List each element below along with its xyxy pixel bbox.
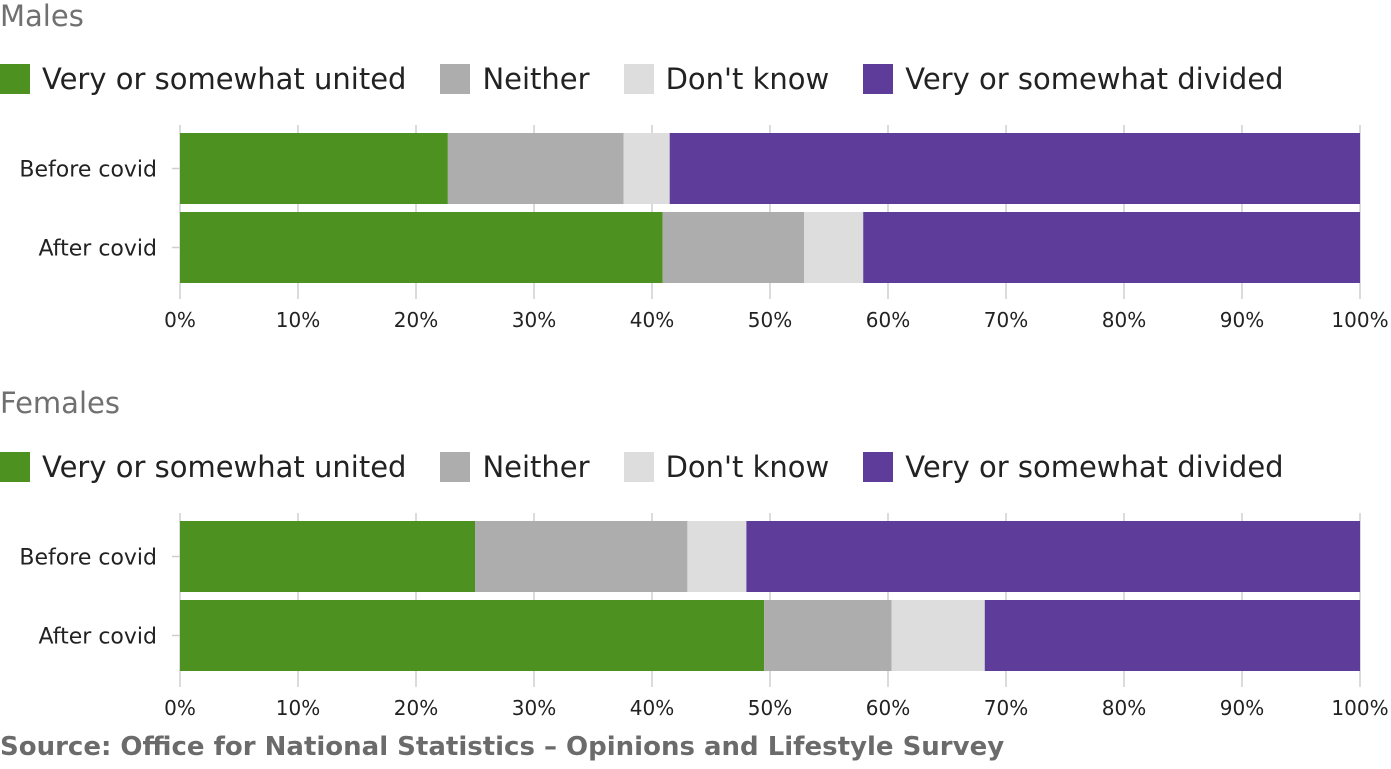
category-label-before-covid: Before covid — [19, 158, 157, 183]
bar-very-or-somewhat-divided-after-covid — [984, 600, 1360, 671]
x-tick-label: 70% — [984, 308, 1028, 332]
legend-label-united: Very or somewhat united — [42, 62, 407, 96]
category-label-before-covid: Before covid — [19, 546, 157, 571]
bar-neither-before-covid — [447, 133, 624, 204]
bar-very-or-somewhat-divided-before-covid — [669, 133, 1360, 204]
x-tick-label: 60% — [866, 696, 910, 720]
legend-swatch-divided — [863, 452, 894, 482]
x-tick-label: 10% — [276, 308, 320, 332]
bar-very-or-somewhat-divided-after-covid — [863, 212, 1360, 283]
x-tick-label: 0% — [164, 696, 196, 720]
x-tick-label: 90% — [1220, 696, 1264, 720]
females-chart: 0% 10% 20% 30% 40% 50% 60% 70% 80% 90% 100% Before … — [19, 513, 1389, 720]
x-tick-label: 50% — [748, 308, 792, 332]
legend-label-divided: Very or somewhat divided — [905, 62, 1284, 96]
legend-item-dont-know: Don't know — [623, 450, 830, 484]
category-label-after-covid: After covid — [39, 625, 157, 650]
females-legend: Very or somewhat united Neither Don't kn… — [0, 450, 1318, 484]
bar-very-or-somewhat-united-before-covid — [180, 521, 475, 592]
bar-don-t-know-before-covid — [687, 521, 747, 592]
x-tick-label: 10% — [276, 696, 320, 720]
x-tick-label: 70% — [984, 696, 1028, 720]
legend-swatch-united — [0, 64, 30, 94]
males-legend: Very or somewhat united Neither Don't kn… — [0, 62, 1318, 96]
x-tick-label: 0% — [164, 308, 196, 332]
legend-swatch-united — [0, 452, 30, 482]
x-tick-label: 40% — [630, 308, 674, 332]
legend-item-divided: Very or somewhat divided — [863, 62, 1284, 96]
x-tick-label: 30% — [512, 696, 556, 720]
legend-label-neither: Neither — [482, 450, 590, 484]
x-tick-label: 20% — [394, 308, 438, 332]
x-tick-label: 100% — [1331, 696, 1388, 720]
x-tick-label: 20% — [394, 696, 438, 720]
bar-very-or-somewhat-divided-before-covid — [746, 521, 1360, 592]
legend-label-dont-know: Don't know — [665, 62, 830, 96]
bar-don-t-know-before-covid — [623, 133, 670, 204]
x-tick-label: 90% — [1220, 308, 1264, 332]
legend-swatch-dont-know — [623, 64, 654, 94]
bar-very-or-somewhat-united-before-covid — [180, 133, 448, 204]
bar-neither-after-covid — [662, 212, 805, 283]
legend-label-neither: Neither — [482, 62, 590, 96]
legend-swatch-dont-know — [623, 452, 654, 482]
x-tick-label: 30% — [512, 308, 556, 332]
legend-item-neither: Neither — [440, 62, 590, 96]
x-tick-label: 50% — [748, 696, 792, 720]
legend-item-divided: Very or somewhat divided — [863, 450, 1284, 484]
x-tick-label: 80% — [1102, 308, 1146, 332]
bar-neither-after-covid — [764, 600, 892, 671]
source-note: Source: Office for National Statistics –… — [0, 732, 1005, 762]
males-chart: 0% 10% 20% 30% 40% 50% 60% 70% 80% 90% 100% Before … — [19, 125, 1389, 332]
bar-don-t-know-after-covid — [804, 212, 864, 283]
legend-label-divided: Very or somewhat divided — [905, 450, 1284, 484]
bar-don-t-know-after-covid — [891, 600, 985, 671]
legend-swatch-neither — [440, 452, 471, 482]
legend-item-united: Very or somewhat united — [0, 450, 406, 484]
legend-swatch-divided — [863, 64, 894, 94]
legend-swatch-neither — [440, 64, 471, 94]
bar-neither-before-covid — [475, 521, 688, 592]
bar-very-or-somewhat-united-after-covid — [180, 600, 765, 671]
legend-item-united: Very or somewhat united — [0, 62, 406, 96]
x-tick-label: 100% — [1331, 308, 1388, 332]
females-panel-title: Females — [0, 386, 120, 420]
legend-label-united: Very or somewhat united — [42, 450, 407, 484]
bar-very-or-somewhat-united-after-covid — [180, 212, 663, 283]
legend-item-neither: Neither — [440, 450, 590, 484]
legend-item-dont-know: Don't know — [623, 62, 830, 96]
x-tick-label: 40% — [630, 696, 674, 720]
category-label-after-covid: After covid — [39, 237, 157, 262]
x-tick-label: 80% — [1102, 696, 1146, 720]
x-tick-label: 60% — [866, 308, 910, 332]
legend-label-dont-know: Don't know — [665, 450, 830, 484]
males-panel-title: Males — [0, 0, 84, 33]
